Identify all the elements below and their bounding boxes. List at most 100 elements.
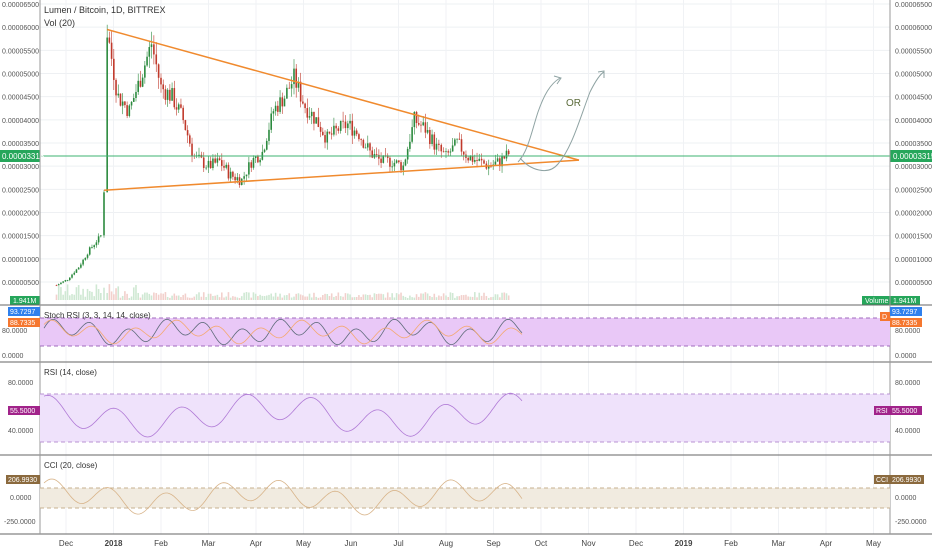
volume-bar <box>499 297 501 300</box>
candle-body <box>229 171 232 179</box>
candle-body <box>297 81 300 88</box>
volume-bar <box>113 294 115 300</box>
time-axis-label: May <box>866 539 881 548</box>
volume-bar <box>157 294 160 300</box>
candle-body <box>483 160 485 164</box>
trendlines <box>103 28 580 192</box>
volume-bar <box>200 296 203 300</box>
candle-body <box>344 121 347 129</box>
candle-body <box>84 257 87 260</box>
candle-body <box>279 97 281 112</box>
rsi-tick-40-right: 40.0000 <box>895 428 920 435</box>
candle-body <box>270 113 272 130</box>
projection-curve-up <box>517 77 561 163</box>
candle-body <box>378 154 380 159</box>
candle-body <box>375 154 378 155</box>
volume-bar <box>451 293 454 300</box>
candle-body <box>268 129 270 141</box>
volume-bar <box>146 292 148 300</box>
volume-bar <box>333 296 335 300</box>
price-tick-left: 0.00002500 <box>2 187 39 194</box>
trendline-lower[interactable] <box>103 159 580 192</box>
price-axis-right: 0.00006500 0.00006000 0.00005500 0.00005000… <box>895 2 932 287</box>
candle-body <box>93 245 95 248</box>
candle-body <box>132 97 135 102</box>
candle-body <box>214 158 216 163</box>
candle-body <box>395 160 398 163</box>
candle-body <box>424 122 427 133</box>
cci-letter: CCI <box>876 477 888 484</box>
volume-bar <box>137 292 139 300</box>
volume-word-badge <box>862 296 890 305</box>
price-tick-right: 0.00002500 <box>895 187 932 194</box>
volume-bar <box>344 293 347 300</box>
volume-bar <box>306 296 309 300</box>
candle-body <box>371 150 374 158</box>
volume-bar <box>121 295 124 300</box>
candle-body <box>223 165 225 168</box>
candle-body <box>458 138 461 140</box>
candle-body <box>426 130 429 133</box>
volume-bar <box>469 296 472 300</box>
volume-bar <box>135 284 137 300</box>
candle-body <box>137 80 139 92</box>
time-axis-label: Nov <box>581 539 595 548</box>
candle-body <box>299 81 302 102</box>
candle-body <box>393 162 396 167</box>
candle-body <box>108 37 111 43</box>
candle-body <box>402 165 405 171</box>
candle-body <box>144 65 146 78</box>
candle-body <box>209 160 212 169</box>
time-axis[interactable]: Dec 2018 Feb Mar Apr May Jun Jul Aug Sep Oct Nov Dec… <box>59 539 881 548</box>
candle-body <box>358 134 360 140</box>
candle-body <box>175 107 178 110</box>
candle-body <box>435 143 438 150</box>
candle-body <box>73 272 76 275</box>
candle-body <box>135 91 137 98</box>
rsi-line <box>43 392 523 438</box>
stoch-tick-80-left: 80.0000 <box>2 328 27 335</box>
volume-bar <box>126 293 128 300</box>
candle-body <box>128 105 131 116</box>
stoch-k-badge-left <box>8 307 40 316</box>
candle-body <box>286 87 288 99</box>
candle-body <box>164 89 167 100</box>
rsi-badge-right <box>890 406 922 415</box>
candle-body <box>313 111 315 124</box>
candle-body <box>362 139 365 148</box>
candle-body <box>212 158 214 169</box>
volume-bar <box>171 295 173 300</box>
candle-body <box>460 139 463 152</box>
candle-body <box>189 135 191 144</box>
candle-body <box>150 44 153 48</box>
candle-body <box>263 149 266 152</box>
volume-bar <box>180 297 182 300</box>
volume-bar <box>373 293 376 300</box>
candle-body <box>507 150 510 155</box>
volume-bar <box>115 288 117 300</box>
volume-bar <box>433 293 436 300</box>
cci-tick-neg250-right: -250.0000 <box>895 519 927 526</box>
candle-body <box>277 105 279 112</box>
volume-bar <box>349 294 351 300</box>
volume-bar <box>97 289 100 300</box>
volume-bar <box>431 297 433 300</box>
volume-bar <box>57 285 60 300</box>
volume-word-text: Volume <box>865 298 888 305</box>
volume-bar <box>371 297 374 300</box>
candle-body <box>148 47 151 57</box>
candle-body <box>456 138 458 140</box>
candle-body <box>88 247 91 255</box>
time-axis-label: Oct <box>535 539 548 548</box>
candle-body <box>126 105 128 116</box>
volume-bar <box>426 293 429 300</box>
volume-bar <box>55 294 58 300</box>
candle-body <box>442 151 445 153</box>
volume-bar <box>166 296 169 300</box>
candle-body <box>328 131 331 134</box>
volume-bar <box>456 296 458 300</box>
candle-body <box>364 147 367 149</box>
cci-tick-0-left: 0.0000 <box>10 495 32 502</box>
trendline-upper[interactable] <box>106 28 580 161</box>
